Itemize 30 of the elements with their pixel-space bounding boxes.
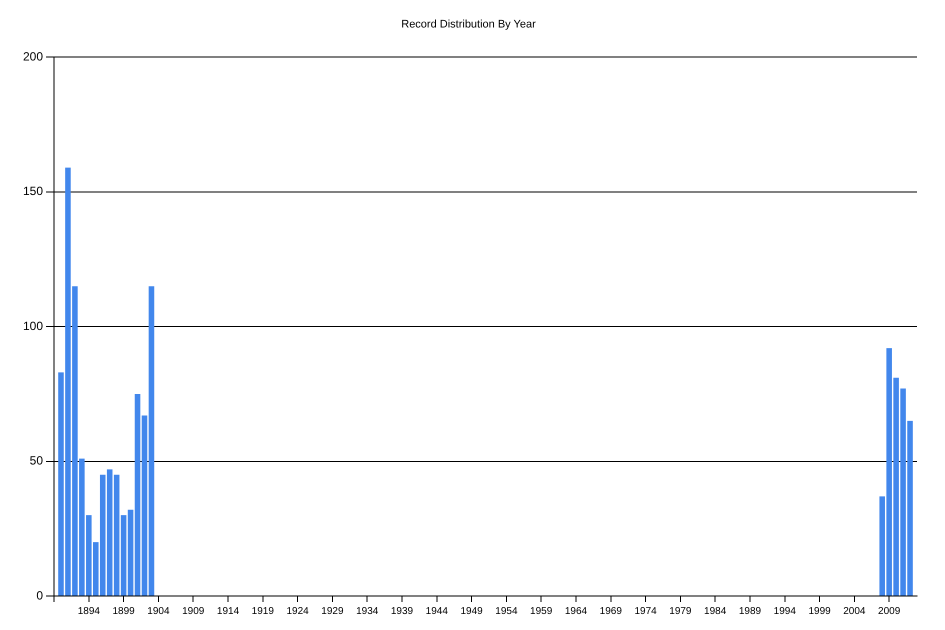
x-tick-label: 2009 [878, 606, 901, 617]
x-tick-label: 1994 [774, 606, 796, 617]
x-tick-label: 1934 [356, 606, 379, 617]
x-tick-label: 1944 [426, 606, 448, 617]
y-tick-label: 100 [22, 318, 44, 333]
y-tick-label: 200 [22, 50, 44, 64]
x-tick-label: 1904 [147, 606, 170, 617]
x-tick-label: 1969 [600, 606, 622, 617]
y-tick-label: 150 [22, 184, 44, 198]
x-tick-label: 1989 [738, 606, 762, 617]
x-tick-label: 1984 [704, 606, 727, 617]
x-tick-label: 1999 [808, 606, 832, 617]
x-tick-label: 1894 [78, 606, 100, 617]
x-tick-label: 1914 [216, 606, 240, 617]
x-tick-label: 1954 [495, 606, 518, 617]
x-tick-label: 1959 [530, 606, 553, 617]
x-tick-label: 1964 [564, 606, 588, 617]
chart-title: Record Distribution By Year [401, 18, 536, 31]
x-tick-label: 1919 [252, 606, 274, 617]
x-tick-label: 1979 [669, 606, 692, 617]
x-tick-label: 1939 [390, 606, 414, 617]
y-tick-label: 50 [30, 454, 44, 468]
x-tick-label: 1899 [112, 606, 136, 617]
x-tick-label: 1974 [634, 606, 658, 617]
y-tick-label: 0 [36, 588, 44, 602]
x-tick-label: 1924 [286, 606, 310, 617]
x-tick-label: 1949 [460, 606, 484, 617]
x-tick-label: 1909 [182, 606, 205, 617]
x-tick-label: 2004 [843, 606, 866, 617]
x-tick-label: 1929 [321, 606, 344, 617]
